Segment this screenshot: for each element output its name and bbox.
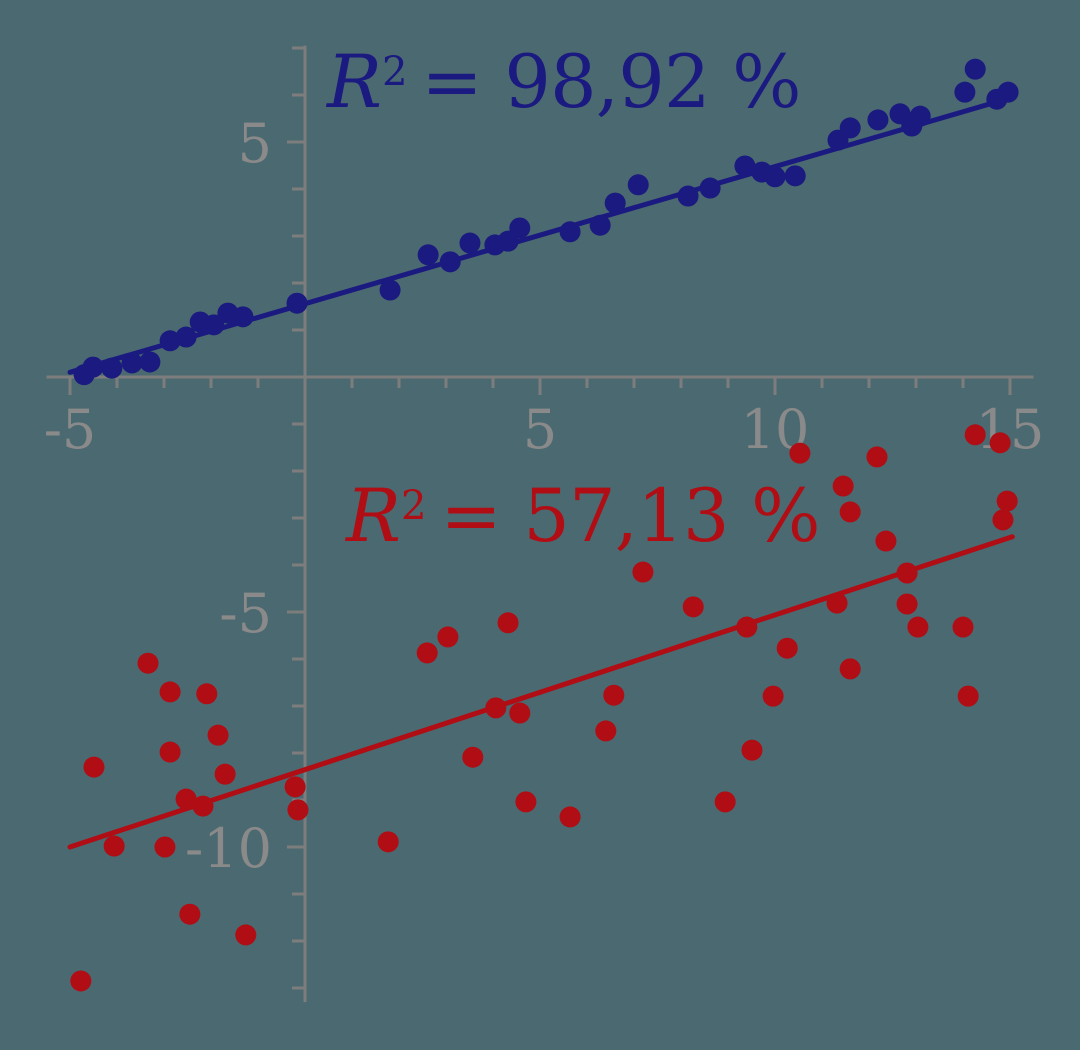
low-correlation-fit-point: [964, 424, 986, 446]
low-correlation-fit-point: [952, 616, 974, 638]
y-tick-label: 5: [238, 112, 272, 175]
r2-exponent: 2: [401, 482, 427, 529]
low-correlation-fit-point: [416, 642, 438, 664]
low-correlation-fit-point: [103, 835, 125, 857]
high-correlation-fit-point: [964, 58, 986, 80]
low-correlation-fit-point: [632, 561, 654, 583]
low-correlation-fit-point: [992, 509, 1014, 531]
y-tick-label: -5: [219, 582, 272, 645]
r2-value: = 57,13 %: [440, 474, 820, 559]
high-correlation-fit-point: [203, 314, 225, 336]
high-correlation-fit-point: [954, 81, 976, 103]
low-correlation-fit-point: [559, 806, 581, 828]
r2-annotation-blue: R2 = 98,92 %: [327, 46, 802, 119]
low-correlation-fit-point: [875, 530, 897, 552]
low-correlation-fit-point: [192, 795, 214, 817]
low-correlation-fit-point: [154, 836, 176, 858]
high-correlation-fit-point: [867, 109, 889, 131]
high-correlation-fit-point: [417, 244, 439, 266]
low-correlation-fit-point: [989, 432, 1011, 454]
low-correlation-fit-point: [497, 612, 519, 634]
low-correlation-fit-point: [957, 685, 979, 707]
high-correlation-fit-point: [509, 217, 531, 239]
low-correlation-fit-point: [839, 501, 861, 523]
low-correlation-fit-point: [196, 683, 218, 705]
low-correlation-fit-point: [741, 739, 763, 761]
high-correlation-fit-point: [997, 81, 1019, 103]
high-correlation-fit-point: [784, 165, 806, 187]
low-correlation-fit-point: [866, 446, 888, 468]
low-correlation-fit-point: [603, 684, 625, 706]
low-correlation-fit-point: [682, 596, 704, 618]
low-correlation-fit-point: [509, 702, 531, 724]
low-correlation-fit-point: [235, 924, 257, 946]
r2-annotation-red: R2 = 57,13 %: [346, 480, 821, 553]
high-correlation-fit-point: [139, 351, 161, 373]
low-correlation-fit-point: [137, 652, 159, 674]
high-correlation-fit-point: [439, 251, 461, 273]
high-correlation-fit-point: [459, 232, 481, 254]
low-correlation-fit-point: [377, 831, 399, 853]
high-correlation-fit-point: [101, 357, 123, 379]
low-correlation-fit-point: [179, 903, 201, 925]
x-tick-label: -5: [44, 398, 97, 461]
low-correlation-fit-point: [214, 763, 236, 785]
high-correlation-fit-point: [604, 192, 626, 214]
high-correlation-fit-point: [286, 292, 308, 314]
low-correlation-fit-point: [485, 697, 507, 719]
high-correlation-fit-point: [159, 330, 181, 352]
r2-value: = 98,92 %: [421, 40, 801, 125]
high-correlation-fit-point: [677, 185, 699, 207]
x-tick-label: 15: [976, 398, 1045, 461]
r2-exponent: 2: [382, 48, 408, 95]
low-correlation-fit-point: [159, 741, 181, 763]
low-correlation-fit-point: [826, 592, 848, 614]
y-tick-label: -10: [185, 817, 272, 880]
low-correlation-fit-point: [789, 442, 811, 464]
high-correlation-fit-point: [734, 155, 756, 177]
low-correlation-fit-point: [70, 970, 92, 992]
low-correlation-fit-point: [83, 756, 105, 778]
low-correlation-fit-point: [284, 776, 306, 798]
low-correlation-fit-point: [515, 791, 537, 813]
low-correlation-fit-regression-line: [67, 534, 1015, 850]
high-correlation-fit-point: [627, 174, 649, 196]
high-correlation-fit-point: [839, 117, 861, 139]
low-correlation-fit-point: [437, 626, 459, 648]
low-correlation-fit-point: [839, 658, 861, 680]
low-correlation-fit-point: [896, 562, 918, 584]
low-correlation-fit-point: [462, 746, 484, 768]
r2-symbol: R: [327, 40, 382, 125]
x-tick-label: 5: [523, 398, 557, 461]
high-correlation-fit-point: [589, 214, 611, 236]
low-correlation-fit-point: [207, 724, 229, 746]
high-correlation-fit-point: [232, 306, 254, 328]
r2-symbol: R: [346, 474, 401, 559]
high-correlation-fit-point: [175, 326, 197, 348]
low-correlation-fit-point: [896, 593, 918, 615]
high-correlation-fit-point: [121, 352, 143, 374]
high-correlation-fit-point: [699, 177, 721, 199]
low-correlation-fit-point: [287, 799, 309, 821]
low-correlation-fit-point: [159, 681, 181, 703]
low-correlation-fit-point: [776, 637, 798, 659]
low-correlation-fit-point: [996, 490, 1018, 512]
low-correlation-fit-point: [832, 475, 854, 497]
high-correlation-fit-point: [82, 356, 104, 378]
high-correlation-fit-regression-line: [67, 94, 1015, 375]
high-correlation-fit-point: [909, 105, 931, 127]
high-correlation-fit-point: [379, 279, 401, 301]
low-correlation-fit-point: [175, 788, 197, 810]
high-correlation-fit-point: [559, 221, 581, 243]
low-correlation-fit-point: [762, 685, 784, 707]
low-correlation-fit-point: [595, 720, 617, 742]
low-correlation-fit-point: [907, 616, 929, 638]
low-correlation-fit-point: [736, 616, 758, 638]
high-correlation-fit-point: [764, 166, 786, 188]
low-correlation-fit-point: [714, 791, 736, 813]
